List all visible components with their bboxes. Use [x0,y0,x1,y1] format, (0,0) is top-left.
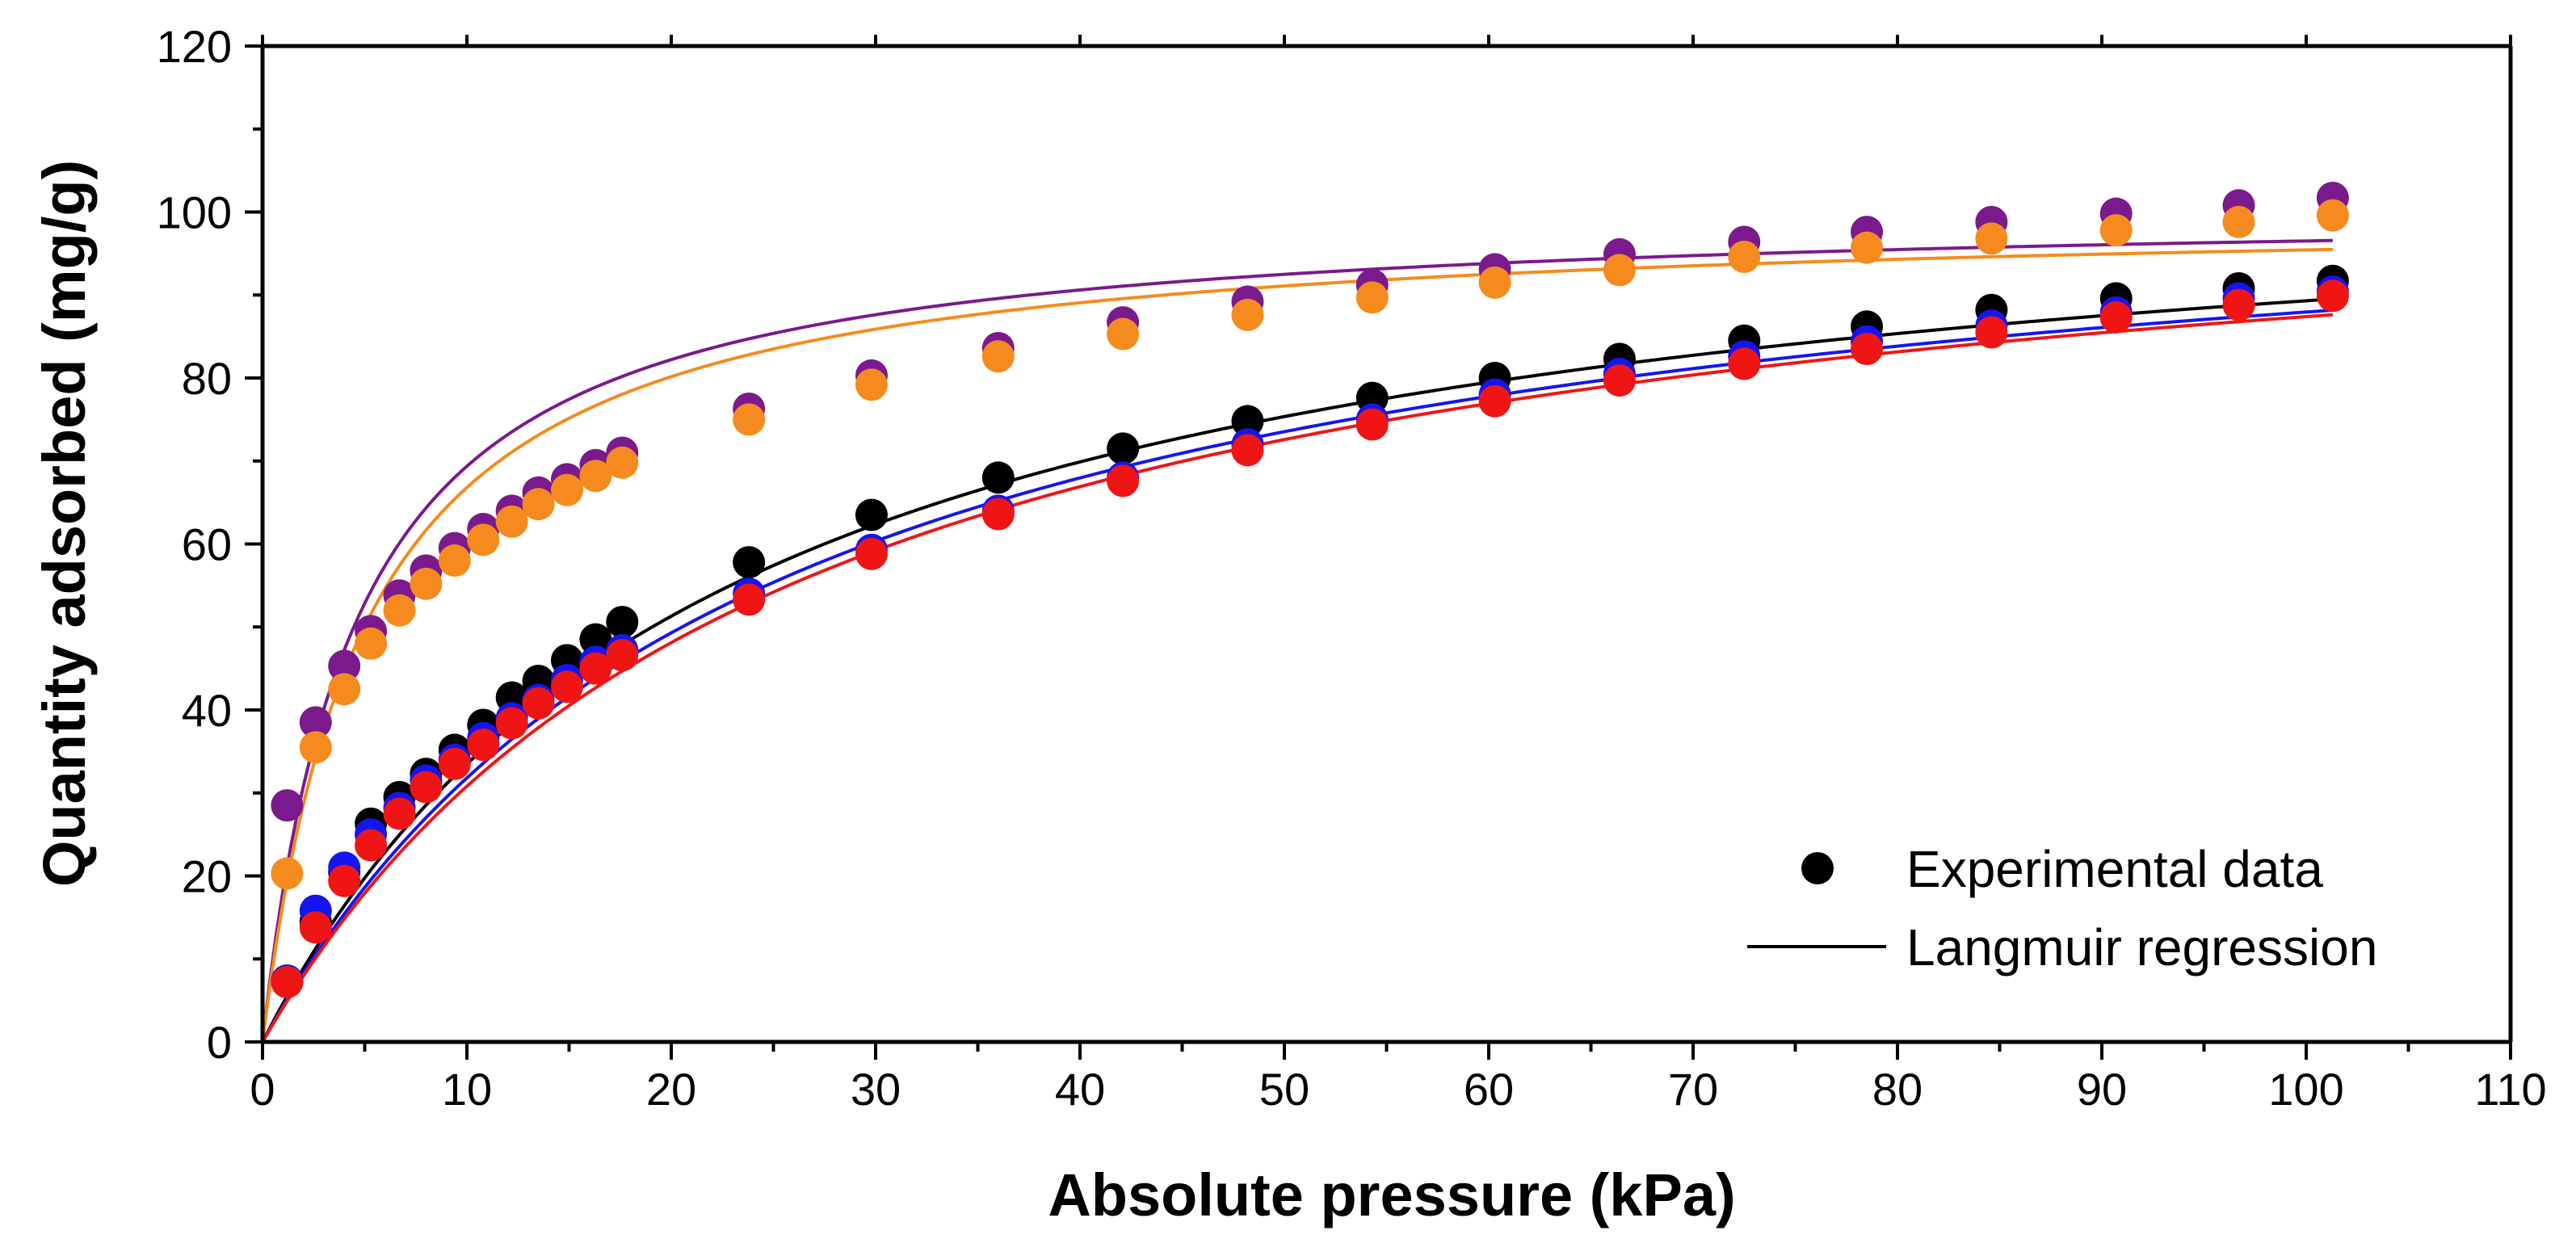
data-point-red [522,687,555,720]
y-tick-label: 60 [182,519,232,570]
data-point-orange [2222,205,2255,238]
data-point-red [855,537,888,570]
data-point-red [355,829,388,862]
y-tick-label: 100 [157,187,232,238]
data-point-orange [271,857,304,890]
y-tick-label: 20 [182,851,232,902]
data-point-orange [522,488,555,521]
data-point-red [410,771,443,804]
data-point-red [981,498,1015,531]
data-point-black [855,498,888,531]
data-point-red [550,670,583,704]
data-point-purple [271,789,304,822]
data-point-orange [855,368,888,401]
data-point-red [328,864,361,897]
data-point-red [1851,333,1884,366]
legend: Experimental data Langmuir regression [1747,840,2377,976]
data-point-orange [383,594,416,627]
data-point-orange [1851,231,1884,264]
x-tick-label: 100 [2268,1064,2343,1115]
x-axis-title: Absolute pressure (kPa) [1048,1161,1735,1228]
data-point-black [981,461,1015,494]
data-point-orange [981,340,1015,373]
data-point-orange [1231,298,1264,331]
x-tick-label: 20 [646,1064,696,1115]
data-point-red [1231,434,1264,467]
legend-label-experimental: Experimental data [1906,840,2323,898]
x-tick-label: 50 [1259,1064,1309,1115]
axes [245,35,2513,1060]
data-point-orange [328,673,361,706]
x-tick-label: 70 [1668,1064,1718,1115]
data-point-red [2222,288,2255,321]
x-tick-label: 110 [2474,1064,2546,1115]
data-point-orange [467,523,500,556]
y-axis-title: Quantity adsorbed (mg/g) [31,160,98,887]
data-point-orange [1478,266,1511,299]
data-point-red [733,583,766,616]
x-tick-label: 40 [1055,1064,1105,1115]
data-point-red [1355,408,1389,441]
data-point-orange [733,403,766,436]
data-point-orange [438,544,471,578]
data-point-red [438,747,471,780]
data-point-orange [410,567,443,600]
data-point-red [1728,347,1761,380]
data-point-orange [299,731,332,764]
data-point-orange [1728,240,1761,273]
y-tick-label: 40 [182,685,232,736]
x-tick-label: 80 [1872,1064,1923,1115]
legend-marker-experimental [1801,852,1834,884]
data-point-red [606,639,639,672]
data-point-red [2099,300,2133,334]
fit-line-orange [261,247,2333,1043]
data-point-red [1478,384,1511,418]
data-point-red [1107,464,1140,498]
data-point-red [383,797,416,830]
legend-label-langmuir: Langmuir regression [1906,918,2377,976]
data-point-black [606,606,639,639]
data-point-black [1231,405,1264,438]
data-point-orange [2316,199,2349,232]
data-point-orange [579,460,612,493]
y-tick-label: 120 [157,21,232,72]
data-point-orange [2099,214,2133,247]
data-point-red [2316,279,2349,313]
data-point-red [495,707,528,740]
data-point-red [299,911,332,944]
data-point-black [1107,432,1140,465]
data-point-purple [328,649,361,682]
data-point-orange [550,473,583,506]
data-point-black [733,546,766,579]
data-point-red [467,729,500,762]
y-tick-label: 80 [182,353,232,404]
data-point-red [579,652,612,685]
data-point-orange [1603,254,1636,287]
data-point-orange [606,446,639,479]
data-point-orange [355,627,388,660]
x-tick-label: 60 [1464,1064,1514,1115]
y-tick-label: 0 [207,1017,232,1068]
x-tick-label: 10 [442,1064,492,1115]
data-point-red [1975,316,2008,349]
data-point-orange [495,505,528,538]
x-tick-label: 0 [250,1064,275,1115]
tick-labels: 0 10 20 30 40 50 60 70 80 90 100 110 0 20 40 60 80 100 120 [157,21,2547,1115]
data-points [271,182,2349,999]
data-point-purple [299,706,332,739]
data-point-orange [1107,317,1140,351]
data-point-orange [1355,281,1389,314]
data-point-red [1603,364,1636,397]
data-point-red [271,966,304,999]
x-tick-label: 90 [2077,1064,2127,1115]
data-point-orange [1975,222,2008,255]
x-tick-label: 30 [851,1064,901,1115]
data-point-black [579,623,612,656]
